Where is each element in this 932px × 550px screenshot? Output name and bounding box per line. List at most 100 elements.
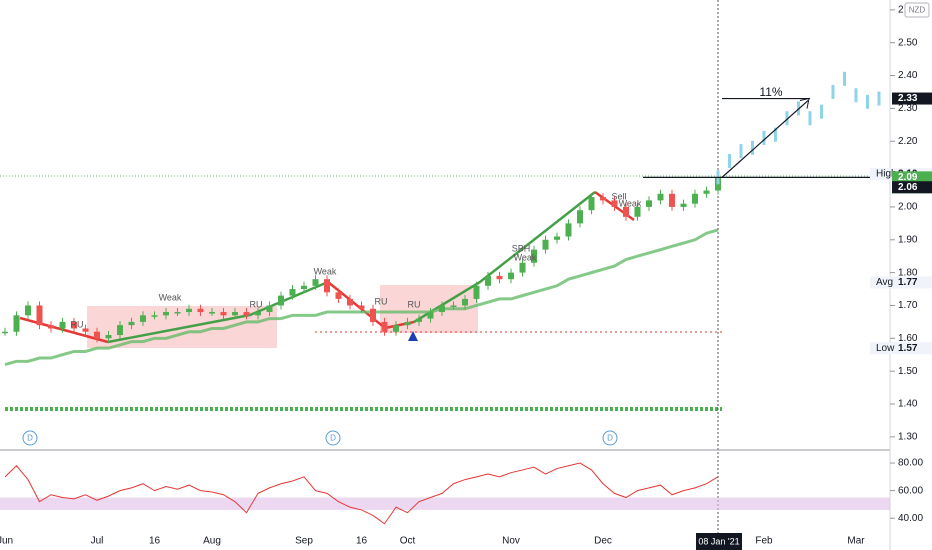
projection-bar [854, 88, 858, 103]
candle [680, 203, 687, 207]
y-tick-label: 1.90 [898, 234, 918, 245]
annotation: RU [250, 299, 263, 309]
trend-line [107, 280, 329, 344]
price-tag [892, 181, 932, 194]
x-tick-label: Jun [0, 536, 13, 547]
x-tick-label: Sep [295, 536, 313, 547]
annotation: Weak [314, 266, 337, 276]
candle [105, 335, 112, 339]
projection-bar [762, 130, 766, 145]
dividend-label: D [27, 434, 33, 443]
candle [554, 236, 560, 240]
annotation: SBH [512, 243, 531, 253]
annotation: RU [375, 296, 388, 306]
signal-triangle [408, 331, 418, 341]
candle [301, 285, 307, 290]
candle [174, 312, 181, 314]
candle [416, 318, 422, 322]
candle [358, 305, 365, 309]
x-tick-label: Nov [502, 536, 520, 547]
candle [462, 298, 468, 306]
currency-label: NZD [909, 6, 926, 15]
price-tag-name: Low [876, 343, 895, 354]
candle [186, 308, 192, 313]
cursor-box [696, 533, 742, 550]
candle [82, 328, 89, 332]
candle [243, 312, 250, 316]
candle [25, 305, 31, 316]
y-tick-label: 2.50 [898, 37, 918, 48]
annotation: RU [408, 299, 421, 309]
candle [94, 331, 100, 339]
candle [496, 275, 503, 280]
candle [278, 295, 284, 306]
dividend-marker [22, 430, 38, 446]
candle [611, 200, 618, 207]
candle [255, 312, 261, 316]
candle [485, 275, 491, 286]
measure-arrow [721, 100, 809, 178]
candle [13, 315, 20, 332]
price-tag [892, 92, 932, 105]
price-tag-label: 2.06 [898, 182, 918, 193]
candle [542, 239, 549, 250]
candle [669, 193, 675, 207]
rsi-line [4, 462, 719, 525]
candle [324, 279, 330, 293]
trend-line [19, 316, 109, 344]
candle [163, 312, 169, 316]
candle [266, 305, 273, 313]
candle [634, 206, 641, 217]
price-tag-name: Avg [876, 277, 893, 288]
y-tick-label: 1.60 [898, 333, 918, 344]
y-tick-label: 2.40 [898, 70, 918, 81]
y-tick-label: 1.30 [898, 432, 918, 443]
candle [703, 190, 710, 194]
y-tick-label: 60.00 [898, 485, 923, 496]
candle [289, 289, 296, 296]
candle [531, 249, 537, 263]
projection-bar [866, 94, 869, 109]
candle [140, 315, 146, 322]
annotation: Weak [514, 252, 537, 262]
candle [600, 197, 606, 201]
y-tick-label: 2.00 [898, 202, 918, 213]
price-tag [870, 276, 932, 289]
candle [151, 315, 158, 317]
candle [381, 321, 388, 332]
x-tick-label: Feb [755, 536, 773, 547]
projection-bar [774, 127, 777, 142]
price-tag-label: 1.77 [898, 277, 918, 288]
candle [2, 331, 8, 334]
dividend-label: D [330, 434, 336, 443]
currency-box [904, 2, 930, 18]
x-tick-label: Mar [847, 536, 865, 547]
projection-bar [739, 144, 743, 159]
y-tick-label: 2.30 [898, 103, 918, 114]
candle [577, 210, 583, 224]
y-tick-label: 1.40 [898, 399, 918, 410]
candle [439, 305, 445, 313]
candle [519, 262, 526, 273]
projection-bar [820, 104, 823, 119]
price-tag-label: 2.33 [898, 93, 918, 104]
candle [347, 298, 353, 306]
candle [393, 325, 399, 332]
x-tick-label: 16 [149, 536, 161, 547]
y-tick-label: 80.00 [898, 458, 923, 469]
projection-bar [808, 111, 812, 126]
candle [232, 312, 238, 316]
annotation: Weak [159, 292, 182, 302]
price-tag-label: 1.57 [898, 343, 918, 354]
projection-bar [843, 71, 846, 86]
candle [117, 325, 123, 336]
y-tick-label: 2.20 [898, 136, 918, 147]
price-tag-name: High [876, 169, 897, 180]
projection-bar [728, 153, 731, 168]
candle [646, 200, 652, 207]
candle [220, 312, 227, 316]
annotation: Sell [611, 191, 626, 201]
rsi-band [0, 497, 890, 510]
candle [197, 308, 204, 313]
